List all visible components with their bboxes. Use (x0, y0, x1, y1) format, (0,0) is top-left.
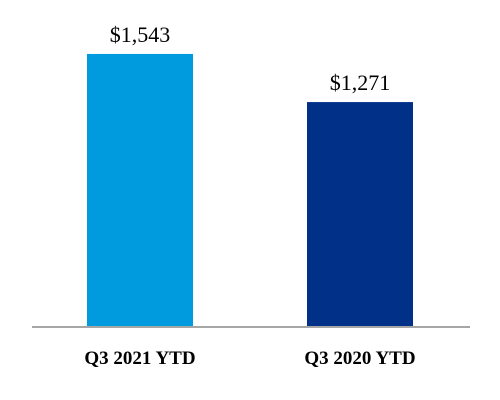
category-label-1: Q3 2020 YTD (304, 348, 415, 369)
value-label-1: $1,271 (330, 70, 391, 95)
category-label-0: Q3 2021 YTD (84, 348, 195, 369)
value-label-0: $1,543 (110, 22, 171, 47)
bar-0 (87, 53, 193, 327)
value-labels-group: $1,543 $1,271 (110, 22, 391, 95)
bars-group (87, 53, 413, 327)
bar-1 (307, 102, 413, 327)
category-labels-group: Q3 2021 YTD Q3 2020 YTD (84, 348, 415, 369)
